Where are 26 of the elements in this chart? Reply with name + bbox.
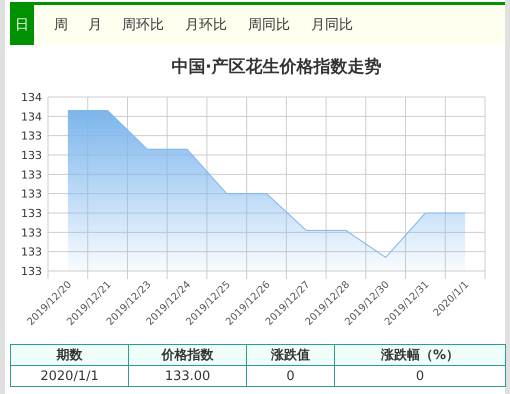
y-tick-label: 133 [21, 265, 42, 278]
text: 周 [54, 16, 68, 35]
y-tick-label: 133 [21, 168, 42, 182]
y-tick-label: 134 [21, 110, 42, 124]
text: 月环比 [185, 16, 227, 35]
chart-title: 中国·产区花生价格指数走势 [171, 57, 382, 77]
text: 0 [334, 366, 506, 386]
text: 涨跌幅（%） [334, 344, 506, 366]
text: 周环比 [122, 16, 164, 35]
y-tick-label: 133 [21, 226, 42, 240]
text: 133.00 [128, 366, 247, 386]
text: 月同比 [311, 16, 353, 35]
text: 周同比 [248, 16, 290, 35]
y-tick-label: 133 [21, 149, 42, 162]
y-tick-label: 133 [21, 207, 42, 220]
text: 期数 [10, 344, 129, 366]
text: 涨跌值 [246, 344, 334, 366]
y-tick-label: 133 [21, 188, 42, 201]
y-tick-label: 134 [21, 91, 42, 104]
text: 月 [88, 16, 102, 35]
y-tick-label: 133 [21, 130, 42, 143]
y-tick-label: 133 [21, 246, 42, 259]
text: 日 [10, 5, 34, 45]
text: 0 [246, 366, 334, 386]
text: 价格指数 [128, 344, 247, 366]
text: 2020/1/1 [10, 366, 129, 386]
